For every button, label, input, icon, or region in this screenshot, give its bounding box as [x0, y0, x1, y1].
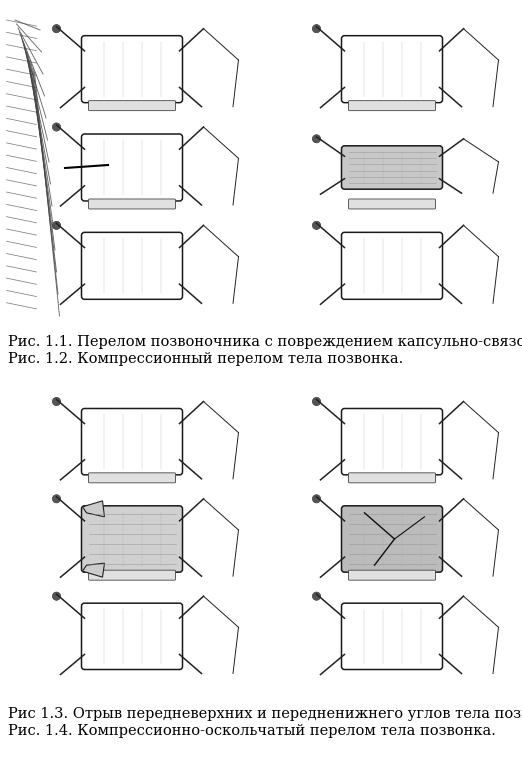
FancyBboxPatch shape [341, 408, 443, 475]
Bar [5, 5, 260, 328]
FancyBboxPatch shape [341, 36, 443, 103]
FancyBboxPatch shape [341, 603, 443, 669]
FancyBboxPatch shape [341, 233, 443, 299]
Bar [5, 383, 260, 695]
FancyBboxPatch shape [341, 506, 443, 572]
FancyBboxPatch shape [89, 199, 175, 209]
Circle shape [53, 221, 61, 230]
Circle shape [313, 25, 321, 32]
FancyBboxPatch shape [89, 100, 175, 111]
FancyBboxPatch shape [81, 36, 183, 103]
Circle shape [53, 25, 61, 32]
Circle shape [313, 221, 321, 230]
Circle shape [313, 495, 321, 502]
FancyBboxPatch shape [349, 199, 435, 209]
FancyBboxPatch shape [81, 603, 183, 669]
Bar [270, 5, 515, 328]
FancyBboxPatch shape [81, 408, 183, 475]
Circle shape [53, 495, 61, 502]
Text: Рис 1.3. Отрыв передневерхних и передненижнего углов тела позвонка.: Рис 1.3. Отрыв передневерхних и переднен… [8, 707, 522, 721]
Circle shape [53, 397, 61, 406]
Circle shape [53, 495, 61, 502]
Circle shape [313, 495, 321, 502]
Circle shape [53, 221, 61, 230]
Circle shape [313, 592, 321, 600]
Circle shape [313, 25, 321, 32]
Circle shape [53, 25, 61, 32]
Circle shape [313, 135, 321, 143]
FancyBboxPatch shape [341, 146, 443, 189]
Circle shape [313, 397, 321, 406]
FancyBboxPatch shape [349, 473, 435, 483]
Circle shape [313, 221, 321, 230]
Circle shape [53, 123, 61, 131]
Circle shape [313, 135, 321, 143]
Circle shape [53, 592, 61, 600]
FancyBboxPatch shape [89, 570, 175, 581]
FancyBboxPatch shape [349, 570, 435, 581]
Text: Рис. 1.1. Перелом позвоночника с повреждением капсульно-связочного аппарата.: Рис. 1.1. Перелом позвоночника с поврежд… [8, 335, 522, 349]
FancyBboxPatch shape [349, 100, 435, 111]
Circle shape [53, 592, 61, 600]
Circle shape [313, 592, 321, 600]
Circle shape [53, 123, 61, 131]
FancyBboxPatch shape [89, 473, 175, 483]
Circle shape [313, 397, 321, 406]
Polygon shape [82, 501, 104, 517]
FancyBboxPatch shape [81, 233, 183, 299]
Circle shape [53, 397, 61, 406]
Polygon shape [82, 564, 104, 577]
Text: Рис. 1.4. Компрессионно-оскольчатый перелом тела позвонка.: Рис. 1.4. Компрессионно-оскольчатый пере… [8, 724, 496, 738]
FancyBboxPatch shape [81, 134, 183, 201]
Text: Рис. 1.2. Компрессионный перелом тела позвонка.: Рис. 1.2. Компрессионный перелом тела по… [8, 352, 404, 366]
Bar [270, 383, 515, 695]
FancyBboxPatch shape [81, 506, 183, 572]
